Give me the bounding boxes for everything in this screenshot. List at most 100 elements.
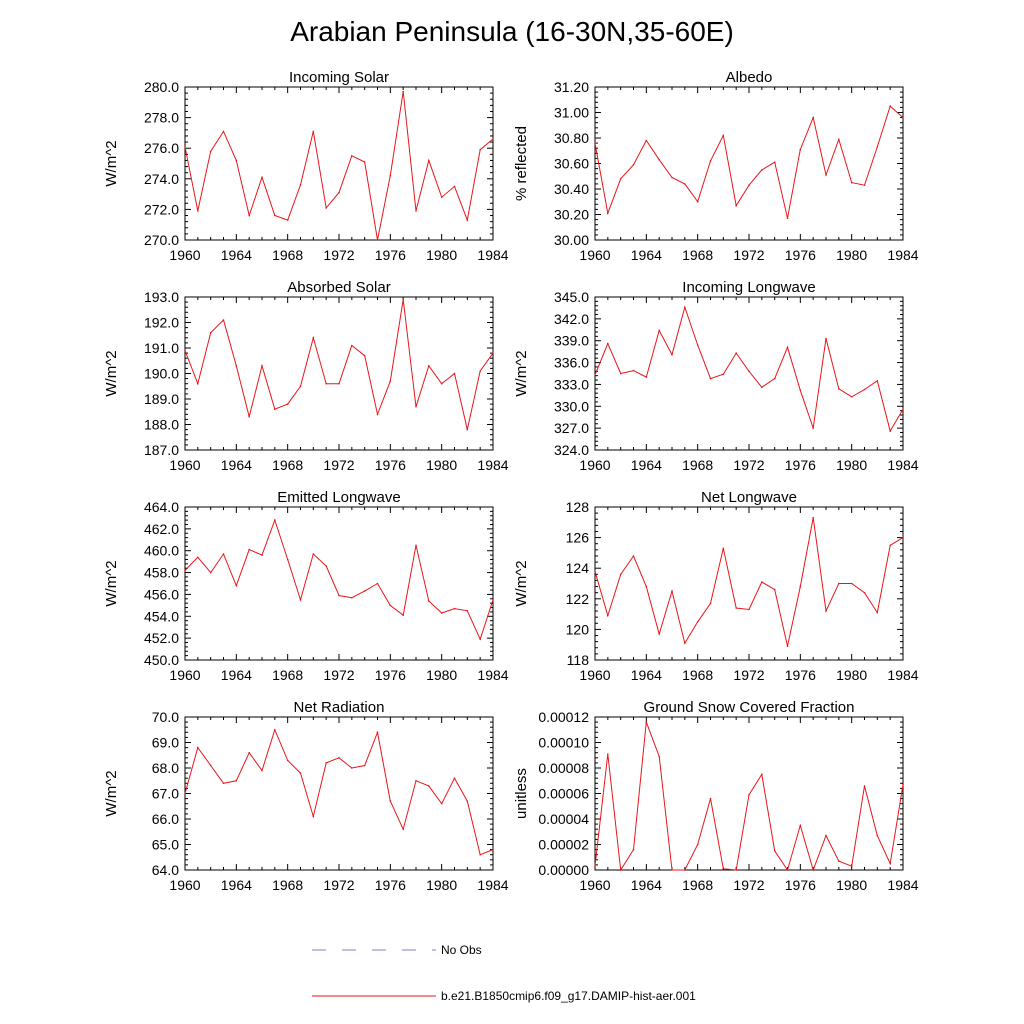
data-point — [312, 553, 315, 555]
data-point — [889, 105, 891, 107]
data-point — [594, 865, 596, 867]
data-point — [440, 196, 443, 198]
y-tick-label: 272.0 — [144, 201, 179, 217]
x-tick-label: 1960 — [579, 877, 610, 893]
y-axis-label: unitless — [513, 768, 530, 819]
data-point — [466, 428, 469, 431]
data-point — [184, 349, 186, 352]
data-point — [838, 138, 840, 141]
data-point — [658, 633, 660, 635]
data-point — [351, 767, 353, 769]
data-point — [492, 352, 494, 354]
data-point — [325, 762, 328, 764]
data-point — [863, 184, 866, 186]
y-tick-label: 0.00004 — [538, 811, 589, 827]
data-point — [415, 405, 417, 408]
data-point — [773, 588, 776, 591]
x-tick-label: 1960 — [579, 247, 610, 263]
y-tick-label: 30.20 — [554, 207, 589, 223]
data-point — [645, 585, 648, 588]
plot-frame — [184, 296, 494, 451]
x-tick-label: 1984 — [887, 457, 918, 473]
data-point — [466, 800, 469, 802]
panel-title: Absorbed Solar — [287, 279, 390, 296]
y-tick-label: 191.0 — [144, 340, 179, 356]
data-point — [286, 558, 289, 561]
y-tick-label: 192.0 — [144, 315, 179, 331]
y-tick-label: 0.00002 — [538, 837, 589, 853]
legend-model-label: b.e21.B1850cmip6.f09_g17.DAMIP-hist-aer.… — [441, 989, 696, 1003]
data-point — [274, 214, 276, 217]
y-axis-label: W/m^2 — [103, 770, 120, 816]
data-point — [338, 757, 340, 759]
x-tick-label: 1968 — [272, 667, 303, 683]
plot-frame — [184, 86, 494, 241]
data-point — [671, 176, 673, 179]
data-point — [761, 169, 763, 171]
data-point — [389, 174, 392, 177]
data-point — [338, 191, 340, 194]
data-point — [658, 755, 660, 758]
y-tick-label: 330.0 — [554, 398, 589, 414]
x-tick-label: 1968 — [682, 457, 713, 473]
data-point — [902, 783, 904, 786]
data-point — [222, 553, 225, 555]
y-tick-label: 66.0 — [152, 811, 179, 827]
data-point — [325, 565, 328, 567]
data-point — [440, 802, 443, 805]
data-point — [658, 158, 660, 161]
data-point — [466, 610, 469, 612]
data-point — [658, 329, 660, 332]
y-tick-label: 118 — [567, 652, 590, 668]
y-tick-label: 120 — [566, 621, 590, 637]
data-point — [363, 354, 366, 357]
panel-net-radiation: Net Radiation 1960 1964 1968 1972 1976 1980 198… — [103, 699, 509, 893]
y-tick-label: 458.0 — [144, 565, 179, 581]
x-tick-label: 1980 — [836, 247, 867, 263]
data-point — [850, 865, 853, 867]
y-axis-label: W/m^2 — [513, 350, 530, 396]
x-tick-label: 1980 — [426, 457, 457, 473]
data-point — [735, 607, 737, 609]
x-tick-label: 1972 — [733, 457, 764, 473]
data-point — [274, 519, 276, 521]
panel-title: Emitted Longwave — [277, 489, 400, 506]
data-point — [197, 210, 199, 212]
data-point — [735, 352, 737, 354]
data-point — [619, 178, 622, 180]
data-point — [825, 834, 827, 837]
x-tick-label: 1984 — [477, 877, 508, 893]
legend: No Obs b.e21.B1850cmip6.f09_g17.DAMIP-hi… — [312, 943, 696, 1003]
data-point — [261, 365, 263, 367]
data-point — [812, 869, 814, 871]
data-point — [197, 382, 199, 385]
data-point — [286, 219, 289, 221]
data-point — [748, 794, 750, 796]
x-tick-label: 1980 — [836, 457, 867, 473]
y-tick-label: 70.0 — [152, 709, 179, 725]
x-tick-label: 1964 — [631, 457, 662, 473]
data-point — [376, 731, 379, 734]
series-line — [594, 517, 904, 647]
data-point — [261, 769, 263, 772]
data-point — [402, 298, 405, 301]
x-tick-label: 1980 — [426, 877, 457, 893]
data-point — [351, 344, 353, 347]
series-line — [184, 728, 494, 856]
data-point — [684, 183, 686, 185]
data-point — [876, 834, 879, 837]
panel-net-longwave: Net Longwave 1960 1964 1968 1972 1976 1980 1984… — [513, 489, 919, 683]
panel-ground-snow-covered-fraction: Ground Snow Covered Fraction 1960 1964 1968… — [513, 699, 919, 893]
data-point — [248, 416, 250, 418]
data-point — [696, 843, 699, 846]
x-tick-label: 1984 — [887, 667, 918, 683]
y-tick-label: 124 — [566, 560, 590, 576]
data-point — [466, 219, 469, 221]
data-point — [453, 185, 456, 188]
data-point — [286, 759, 289, 762]
panel-emitted-longwave: Emitted Longwave 1960 1964 1968 1972 1976 1980… — [103, 489, 509, 683]
x-tick-label: 1960 — [169, 667, 200, 683]
data-point — [453, 372, 456, 375]
data-point — [299, 184, 302, 186]
